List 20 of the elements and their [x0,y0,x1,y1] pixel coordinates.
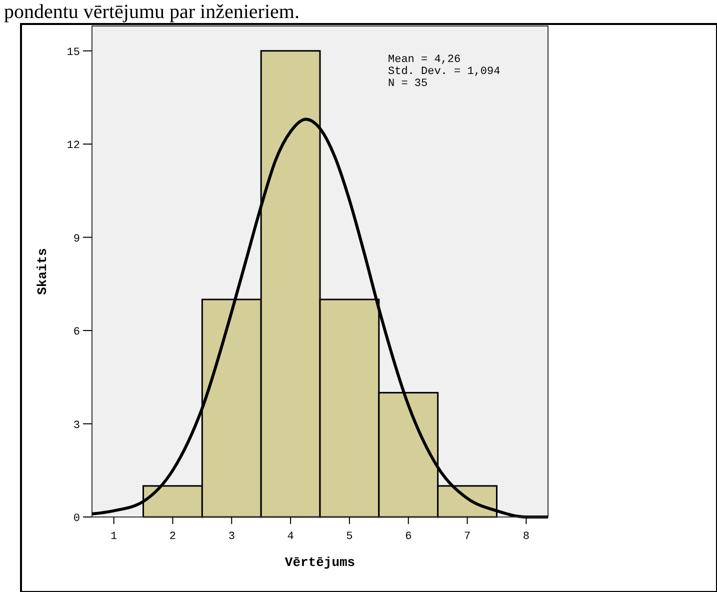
x-tick-label: 1 [110,531,118,543]
y-axis-title: Skaits [35,248,50,295]
annotation: N = 35 [388,78,428,90]
annotation: Std. Dev. = 1,094 [388,66,501,78]
x-tick-label: 5 [346,531,353,543]
x-tick-label: 3 [228,531,235,543]
text: pondentu vērtējumu par inženieriem. [4,1,300,23]
x-tick-label: 6 [405,531,412,543]
annotation: Mean = 4,26 [388,54,461,66]
x-tick-label: 7 [464,531,471,543]
x-tick-label: 8 [522,531,530,543]
x-axis-title: Vērtējums [284,555,356,570]
x-tick-label: 2 [169,531,176,543]
y-tick-label: 6 [73,326,80,339]
y-tick-label: 15 [66,46,80,59]
y-tick-label: 12 [66,140,80,152]
y-tick-label: 0 [73,513,80,525]
y-tick-label: 3 [73,420,80,432]
x-tick-label: 4 [287,531,294,543]
y-tick-label: 9 [73,233,80,246]
